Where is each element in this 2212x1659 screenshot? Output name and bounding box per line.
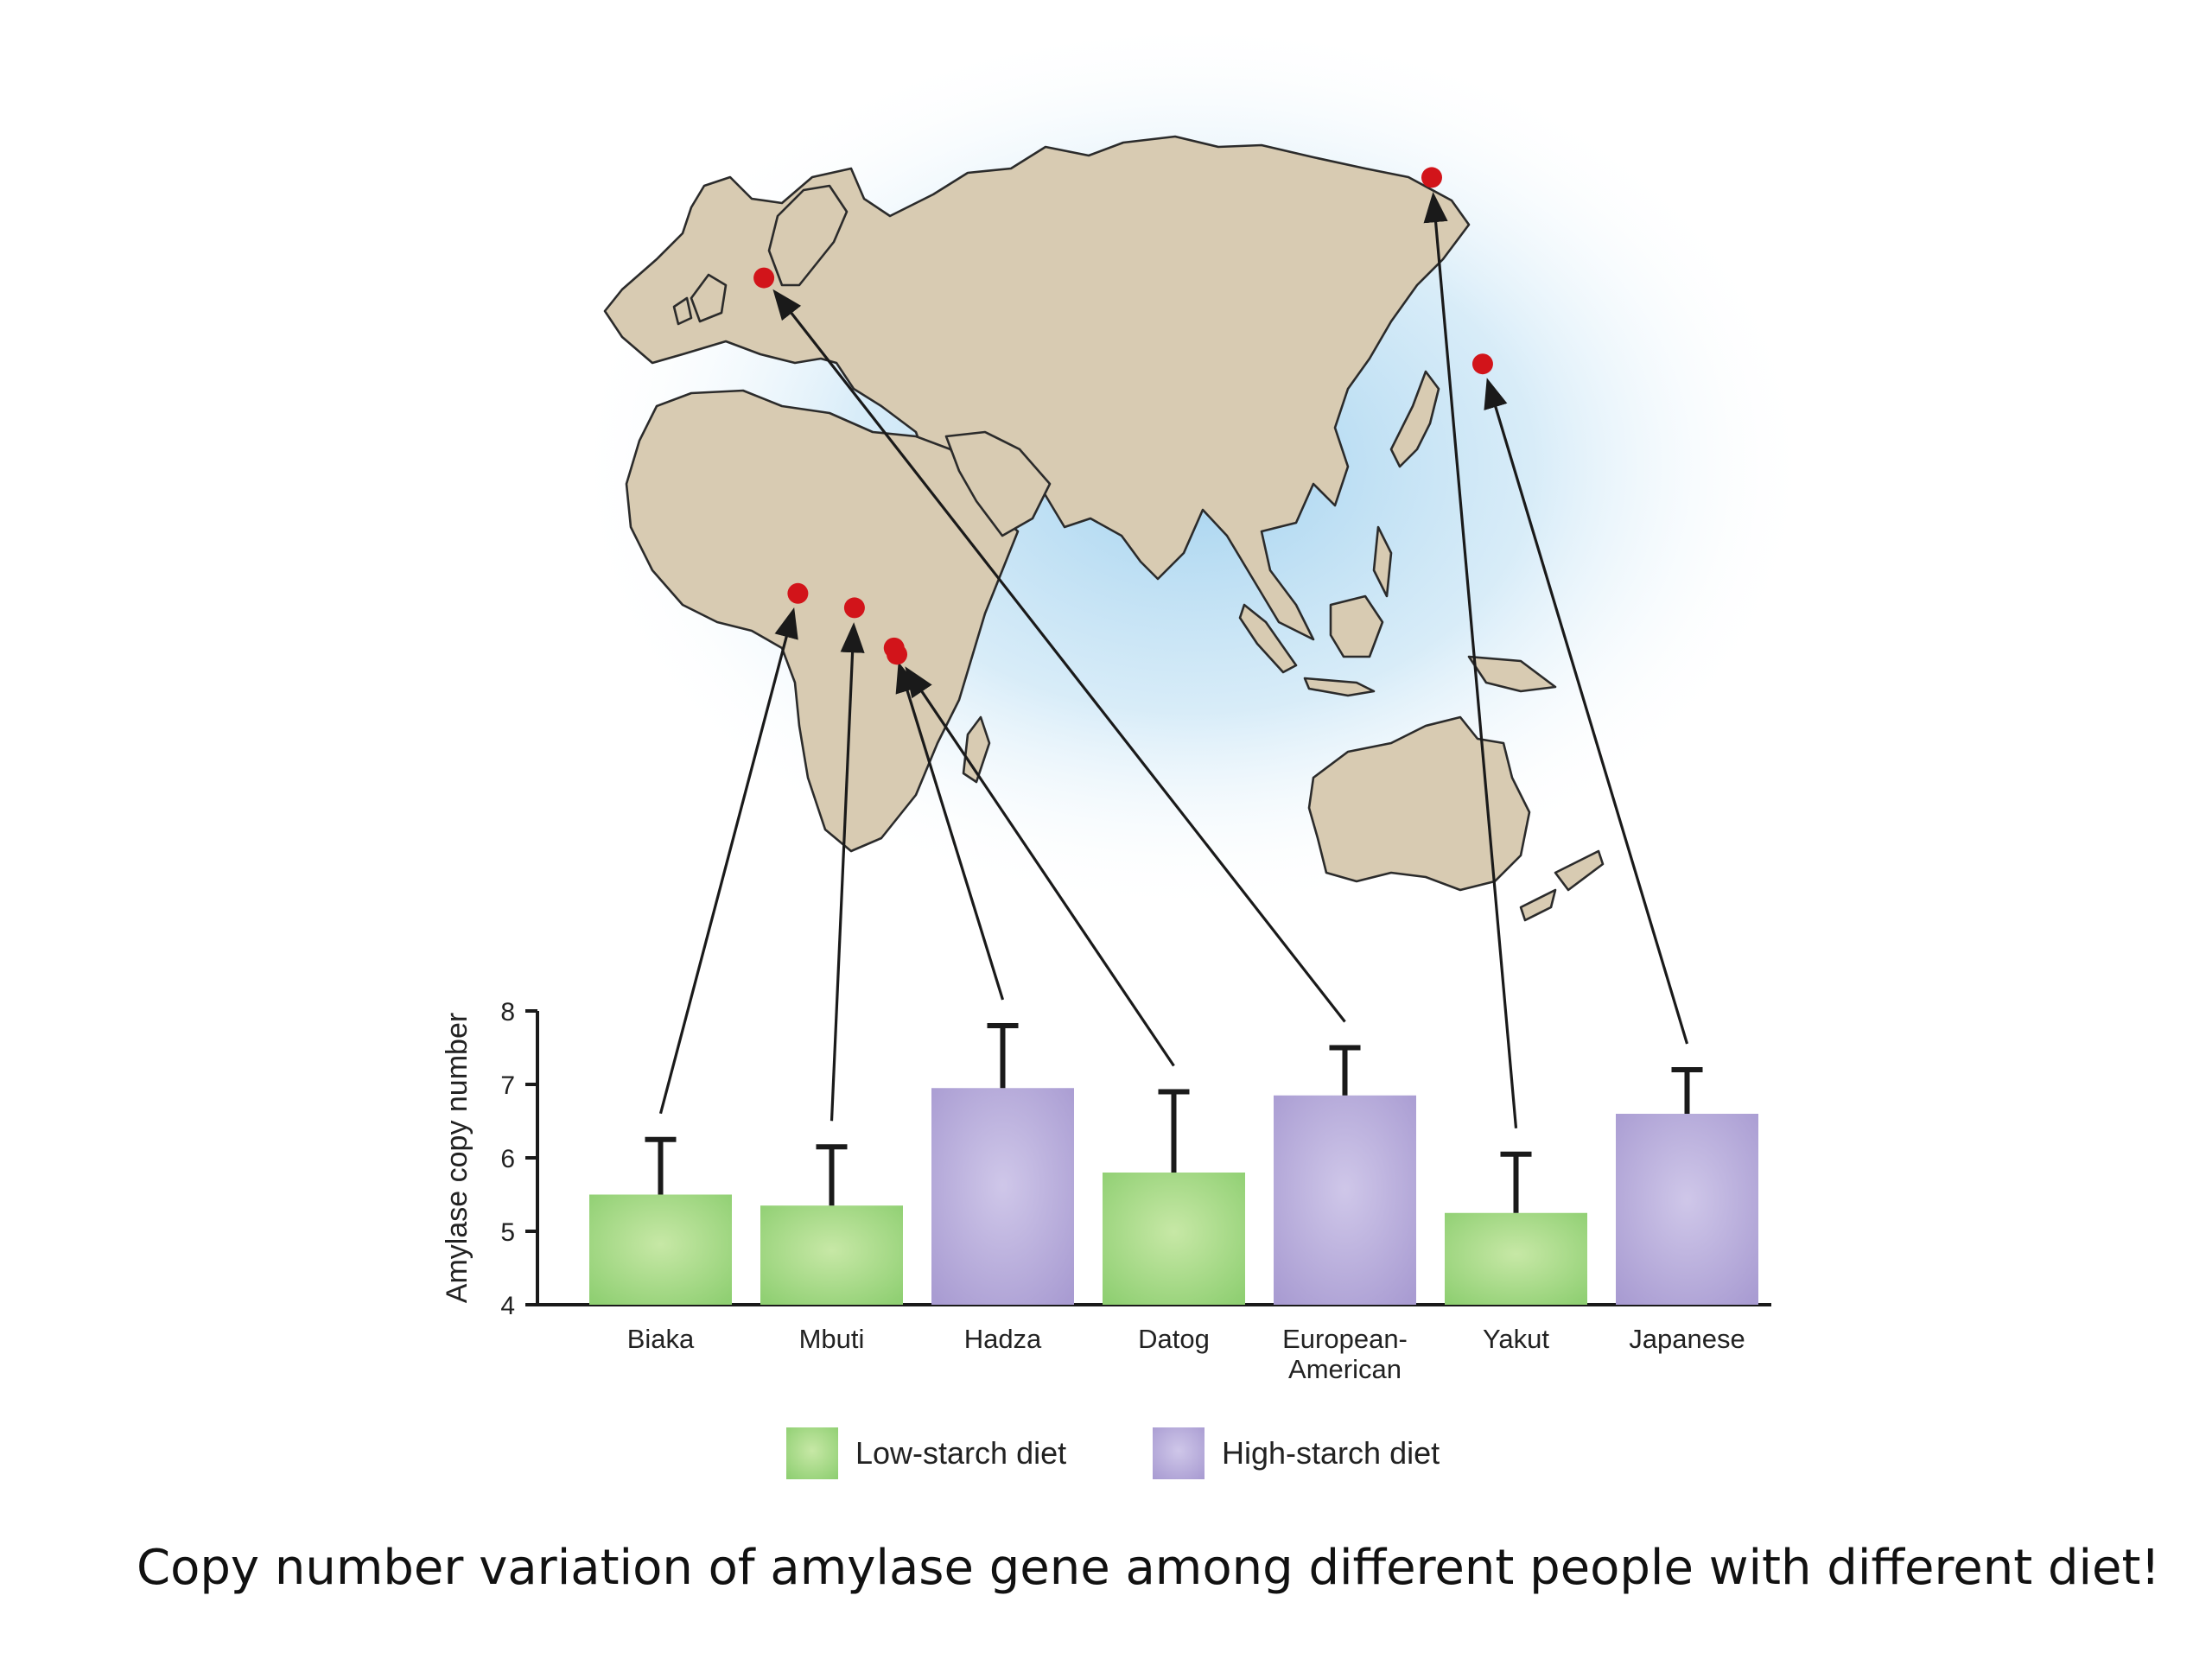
australia-landmass xyxy=(1307,715,1531,892)
legend-label-low: Low-starch diet xyxy=(855,1435,1066,1471)
map-marker-european-american xyxy=(753,267,775,289)
scandinavia-landmass xyxy=(767,184,849,287)
new-guinea xyxy=(1467,655,1557,693)
bar-chart: Amylase copy number 4 5 6 7 8 Biaka Mbuti Hadza… xyxy=(441,998,1771,1384)
x-tick-label: Datog xyxy=(1138,1324,1210,1354)
pointer-arrow xyxy=(772,289,1346,1023)
x-tick-label-line: Datog xyxy=(1138,1324,1210,1354)
x-tick-label-line: American xyxy=(1288,1354,1402,1384)
pointer-arrow xyxy=(1484,378,1689,1045)
pointer-arrow xyxy=(905,666,1175,1067)
pointer-arrow xyxy=(830,622,865,1122)
legend-swatch-low xyxy=(786,1427,838,1479)
x-tick-label-line: Hadza xyxy=(964,1324,1042,1354)
bar-biaka xyxy=(589,1194,732,1305)
y-tick-label: 8 xyxy=(500,998,515,1027)
x-tick-label: Yakut xyxy=(1483,1324,1549,1354)
x-tick-label-line: Mbuti xyxy=(799,1324,865,1354)
arrow-layer xyxy=(658,192,1689,1128)
figure-caption: Copy number variation of amylase gene am… xyxy=(137,1540,2160,1596)
x-tick-label: Biaka xyxy=(627,1324,695,1354)
bar-yakut xyxy=(1445,1212,1587,1305)
x-tick-label: Mbuti xyxy=(799,1324,865,1354)
new-zealand xyxy=(1554,849,1605,892)
bar-european-american xyxy=(1274,1095,1416,1305)
madagascar xyxy=(962,715,991,784)
legend-label-high: High-starch diet xyxy=(1222,1435,1440,1471)
x-tick-label: Japanese xyxy=(1629,1324,1745,1354)
x-tick-label-line: Yakut xyxy=(1483,1324,1549,1354)
y-tick-label: 5 xyxy=(500,1218,515,1247)
y-tick-label: 4 xyxy=(500,1292,515,1320)
y-tick-label: 7 xyxy=(500,1071,515,1100)
x-tick-label-line: Biaka xyxy=(627,1324,695,1354)
bar-datog xyxy=(1103,1173,1245,1305)
pointer-arrow xyxy=(658,607,798,1115)
japan-landmass xyxy=(1389,370,1440,468)
ireland xyxy=(672,296,693,326)
philippines xyxy=(1372,525,1393,598)
map-marker-datog xyxy=(887,644,908,665)
x-tick-label-line: European- xyxy=(1282,1324,1408,1354)
pointer-arrow xyxy=(1423,192,1518,1128)
y-tick-label: 6 xyxy=(500,1145,515,1173)
map-marker-japanese xyxy=(1471,353,1493,375)
arabia-landmass xyxy=(944,430,1052,537)
x-tick-label: European-American xyxy=(1282,1324,1408,1384)
x-tick-label-line: Japanese xyxy=(1629,1324,1745,1354)
legend-swatch-high xyxy=(1153,1427,1205,1479)
marker-layer xyxy=(753,167,1493,665)
map-marker-mbuti xyxy=(843,597,865,619)
eurasia-landmass xyxy=(603,135,1471,641)
british-isles xyxy=(690,273,728,323)
bar-japanese xyxy=(1616,1114,1758,1305)
x-tick-label: Hadza xyxy=(964,1324,1042,1354)
new-zealand-south xyxy=(1519,888,1557,922)
borneo xyxy=(1329,594,1384,658)
map-marker-yakut xyxy=(1421,167,1442,188)
bar-mbuti xyxy=(760,1205,903,1305)
sumatra xyxy=(1238,603,1298,674)
bar-hadza xyxy=(931,1088,1074,1305)
legend: Low-starch diet High-starch diet xyxy=(786,1427,1440,1479)
map-marker-biaka xyxy=(787,582,809,604)
java xyxy=(1303,677,1376,697)
y-axis-label: Amylase copy number xyxy=(441,1013,474,1303)
pointer-arrow xyxy=(895,661,1005,1001)
